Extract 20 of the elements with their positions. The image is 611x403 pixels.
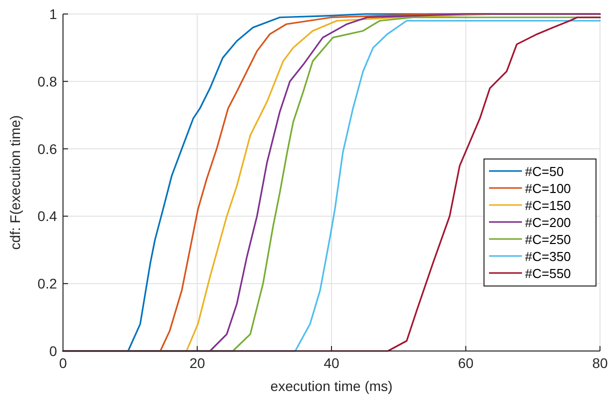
x-tick-label: 60 xyxy=(458,355,474,371)
legend-label: #C=50 xyxy=(525,164,564,179)
legend-label: #C=100 xyxy=(525,181,571,196)
y-axis-title: cdf: F(execution time) xyxy=(7,115,23,250)
y-tick-label: 1 xyxy=(49,6,58,22)
legend-label: #C=550 xyxy=(525,266,571,281)
legend-label: #C=200 xyxy=(525,215,571,230)
y-tick-label: 0.4 xyxy=(38,208,58,224)
x-tick-label: 80 xyxy=(592,355,608,371)
legend-label: #C=350 xyxy=(525,249,571,264)
x-axis-title: execution time (ms) xyxy=(270,378,393,394)
x-tick-label: 20 xyxy=(189,355,206,371)
y-tick-label: 0.6 xyxy=(38,140,58,157)
x-tick-label: 0 xyxy=(59,355,68,371)
y-tick-label: 0.8 xyxy=(38,73,58,90)
y-tick-label: 0 xyxy=(49,343,58,359)
legend-label: #C=250 xyxy=(525,232,571,247)
legend-label: #C=150 xyxy=(525,198,571,213)
y-tick-label: 0.2 xyxy=(38,276,58,292)
x-tick-label: 40 xyxy=(324,355,340,371)
